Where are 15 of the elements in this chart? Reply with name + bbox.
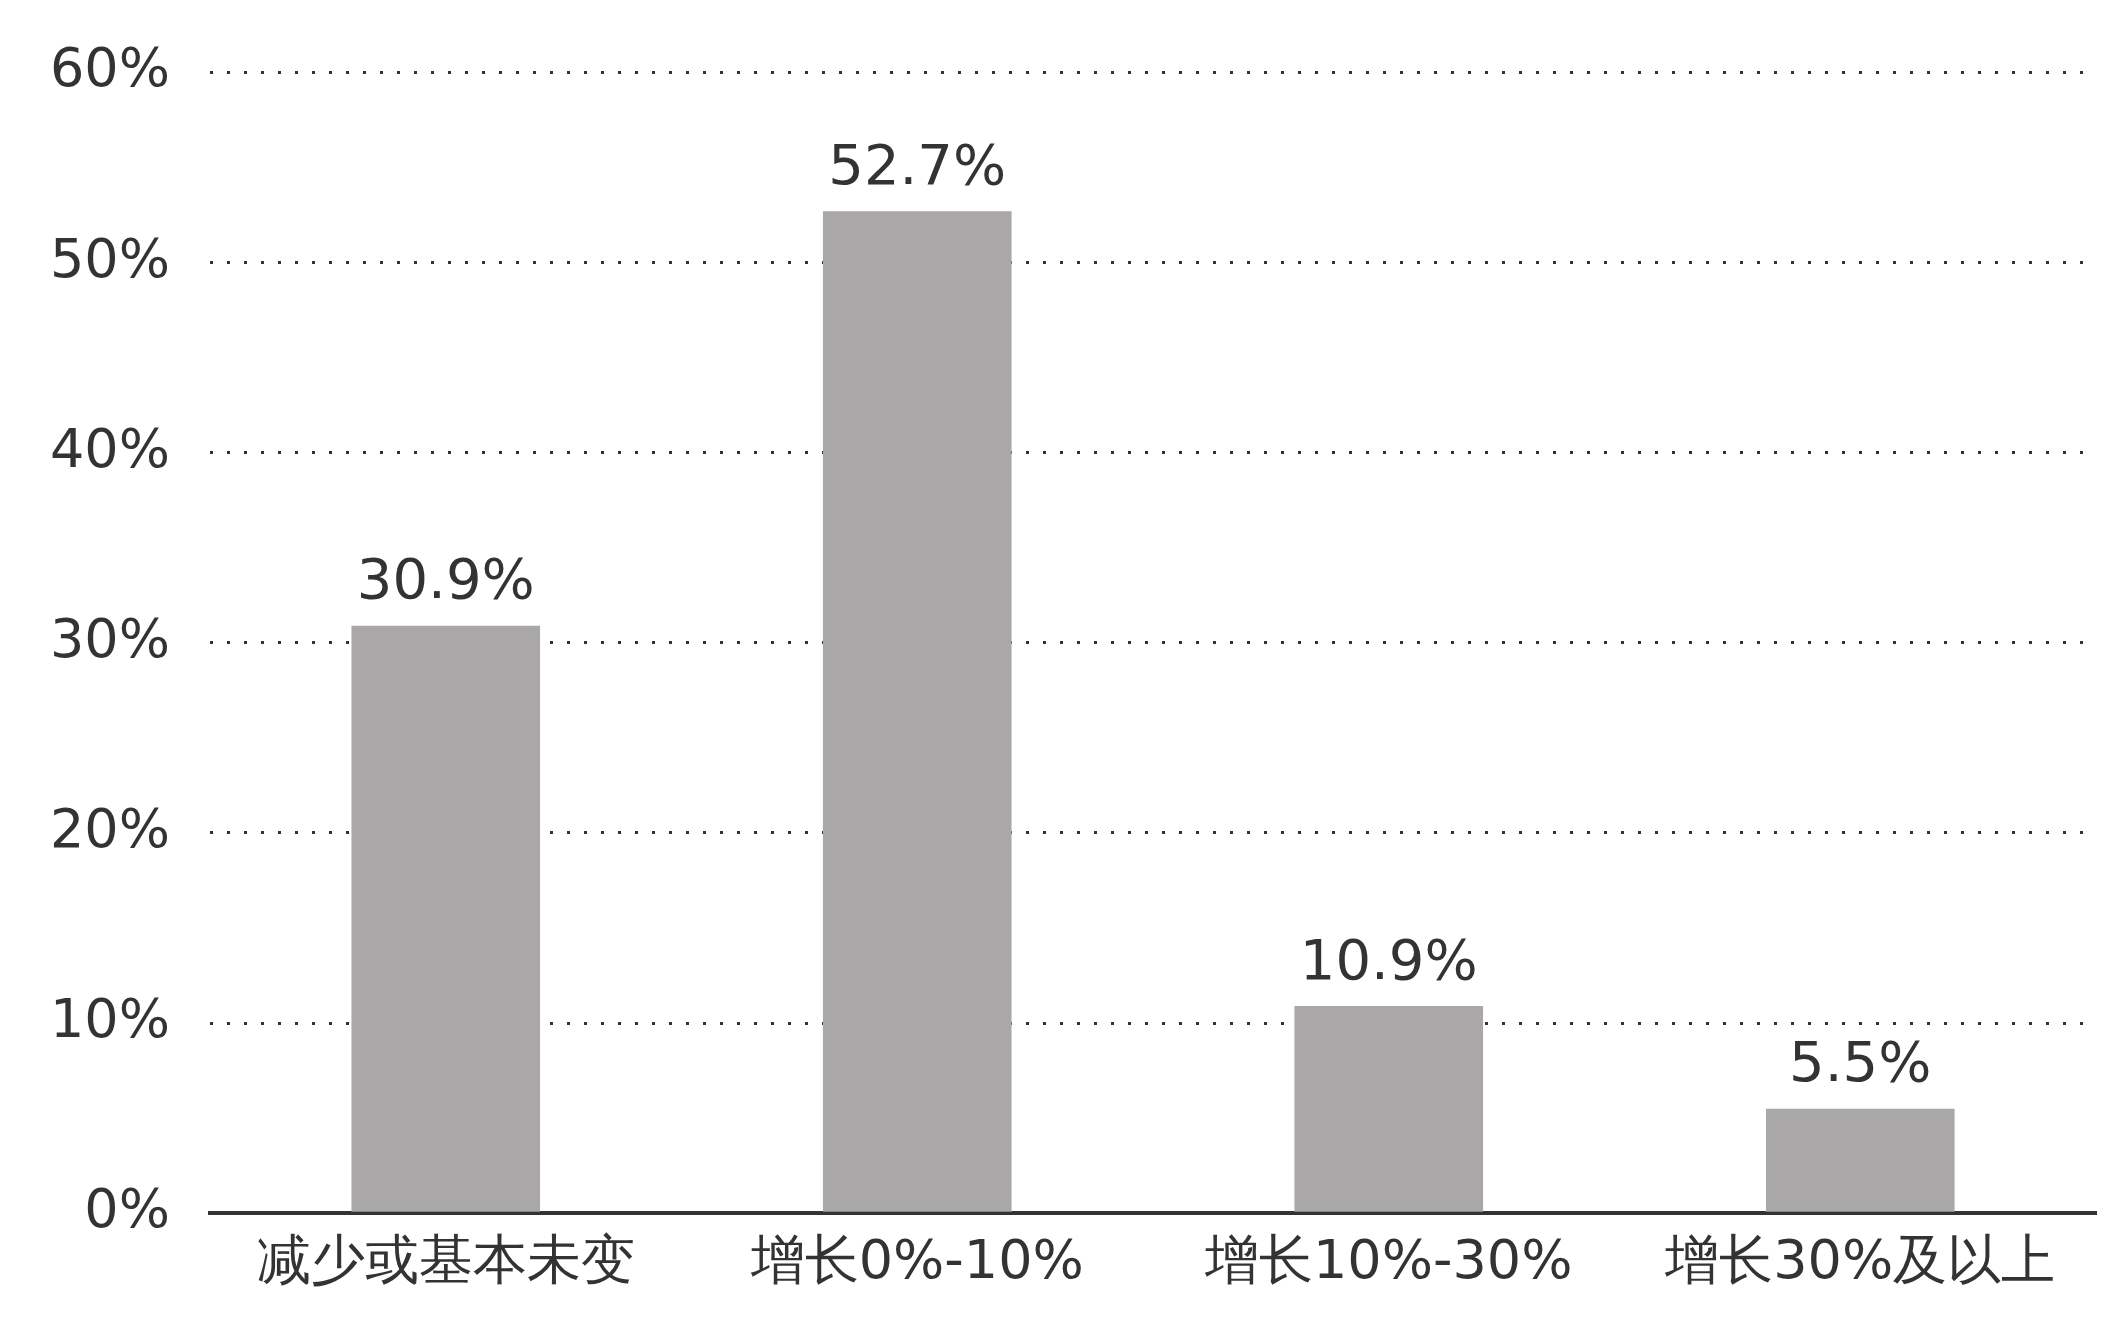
y-tick-label: 40%: [49, 416, 171, 480]
data-label: 52.7%: [828, 131, 1007, 197]
data-label: 30.9%: [356, 546, 535, 612]
x-tick-label: 增长0%-10%: [749, 1227, 1084, 1291]
y-tick-label: 50%: [49, 226, 171, 290]
y-tick-label: 20%: [49, 796, 171, 860]
data-label: 10.9%: [1299, 926, 1478, 992]
y-tick-label: 30%: [49, 606, 171, 670]
y-tick-label: 10%: [49, 987, 171, 1051]
y-tick-label: 0%: [84, 1177, 171, 1241]
y-tick-label: 60%: [49, 36, 171, 100]
data-label: 5.5%: [1789, 1029, 1932, 1095]
x-tick-label: 增长10%-30%: [1203, 1227, 1573, 1291]
x-tick-label: 增长30%及以上: [1664, 1227, 2056, 1291]
x-tick-label: 减少或基本未变: [256, 1227, 635, 1291]
